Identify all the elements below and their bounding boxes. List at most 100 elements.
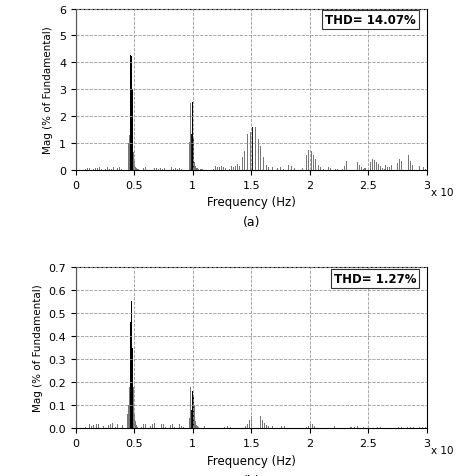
Bar [119,168,120,170]
Bar [174,427,175,428]
Bar [351,427,352,428]
Bar [170,425,171,428]
Bar [189,157,190,170]
Bar [128,406,129,428]
Text: THD= 1.27%: THD= 1.27% [334,272,416,285]
Bar [249,420,250,428]
Bar [95,169,96,170]
Bar [81,427,82,428]
Bar [117,425,118,428]
Bar [416,168,417,170]
Bar [308,150,309,170]
Bar [353,155,354,170]
Bar [348,156,349,170]
Bar [399,159,400,170]
Bar [266,165,267,170]
Bar [194,416,195,428]
Bar [380,167,381,170]
Bar [280,168,281,170]
Bar [188,169,189,170]
Bar [384,169,385,170]
Text: THD= 14.07%: THD= 14.07% [325,14,416,27]
Bar [231,167,232,170]
Bar [97,169,98,170]
Bar [98,424,99,428]
Bar [376,163,377,170]
Bar [328,168,329,170]
Bar [130,323,131,428]
Bar [179,169,180,170]
Bar [344,427,345,428]
Bar [398,427,399,428]
Bar [387,168,388,170]
Bar [101,426,102,428]
Bar [197,426,198,428]
Bar [177,169,178,170]
Bar [245,426,246,428]
Bar [132,90,133,170]
Bar [183,169,184,170]
Bar [93,425,94,428]
Bar [306,156,307,170]
Bar [117,169,118,170]
Bar [225,168,226,170]
Bar [294,169,295,170]
Bar [335,169,336,170]
Bar [175,169,176,170]
Bar [130,56,131,170]
Text: (b): (b) [242,474,260,476]
Bar [91,426,92,428]
Bar [260,416,261,428]
Bar [255,409,256,428]
Bar [326,169,327,170]
Bar [263,157,264,170]
Bar [172,424,173,428]
Bar [422,427,423,428]
X-axis label: Frequency (Hz): Frequency (Hz) [207,454,296,466]
Bar [321,427,322,428]
Bar [350,427,351,428]
Bar [423,168,424,170]
Bar [129,136,130,170]
Bar [363,427,364,428]
Text: x 10: x 10 [431,188,453,198]
Bar [134,406,135,428]
Bar [315,159,316,170]
Bar [370,163,371,170]
Y-axis label: Mag (% of Fundamental): Mag (% of Fundamental) [33,284,43,412]
Bar [137,427,138,428]
Bar [235,167,236,170]
Bar [107,425,108,428]
Bar [323,169,324,170]
Bar [297,167,298,170]
Bar [188,427,189,428]
Bar [200,427,201,428]
Bar [211,165,212,170]
Bar [122,425,123,428]
Bar [313,156,314,170]
Bar [135,165,136,170]
Bar [363,169,364,170]
Bar [227,426,228,428]
Bar [193,396,194,428]
Bar [162,169,163,170]
Bar [128,144,129,170]
Bar [197,169,198,170]
Bar [306,427,307,428]
Bar [287,427,288,428]
Bar [120,427,121,428]
Bar [191,396,192,428]
Bar [330,169,331,170]
Bar [314,426,315,428]
Bar [213,169,214,170]
Bar [191,134,192,170]
Text: x 10: x 10 [431,446,453,456]
Bar [401,161,402,170]
Bar [247,134,248,170]
Bar [380,427,381,428]
Bar [308,426,309,428]
Bar [419,167,420,170]
Bar [272,168,273,170]
Bar [302,169,303,170]
Bar [425,427,426,428]
